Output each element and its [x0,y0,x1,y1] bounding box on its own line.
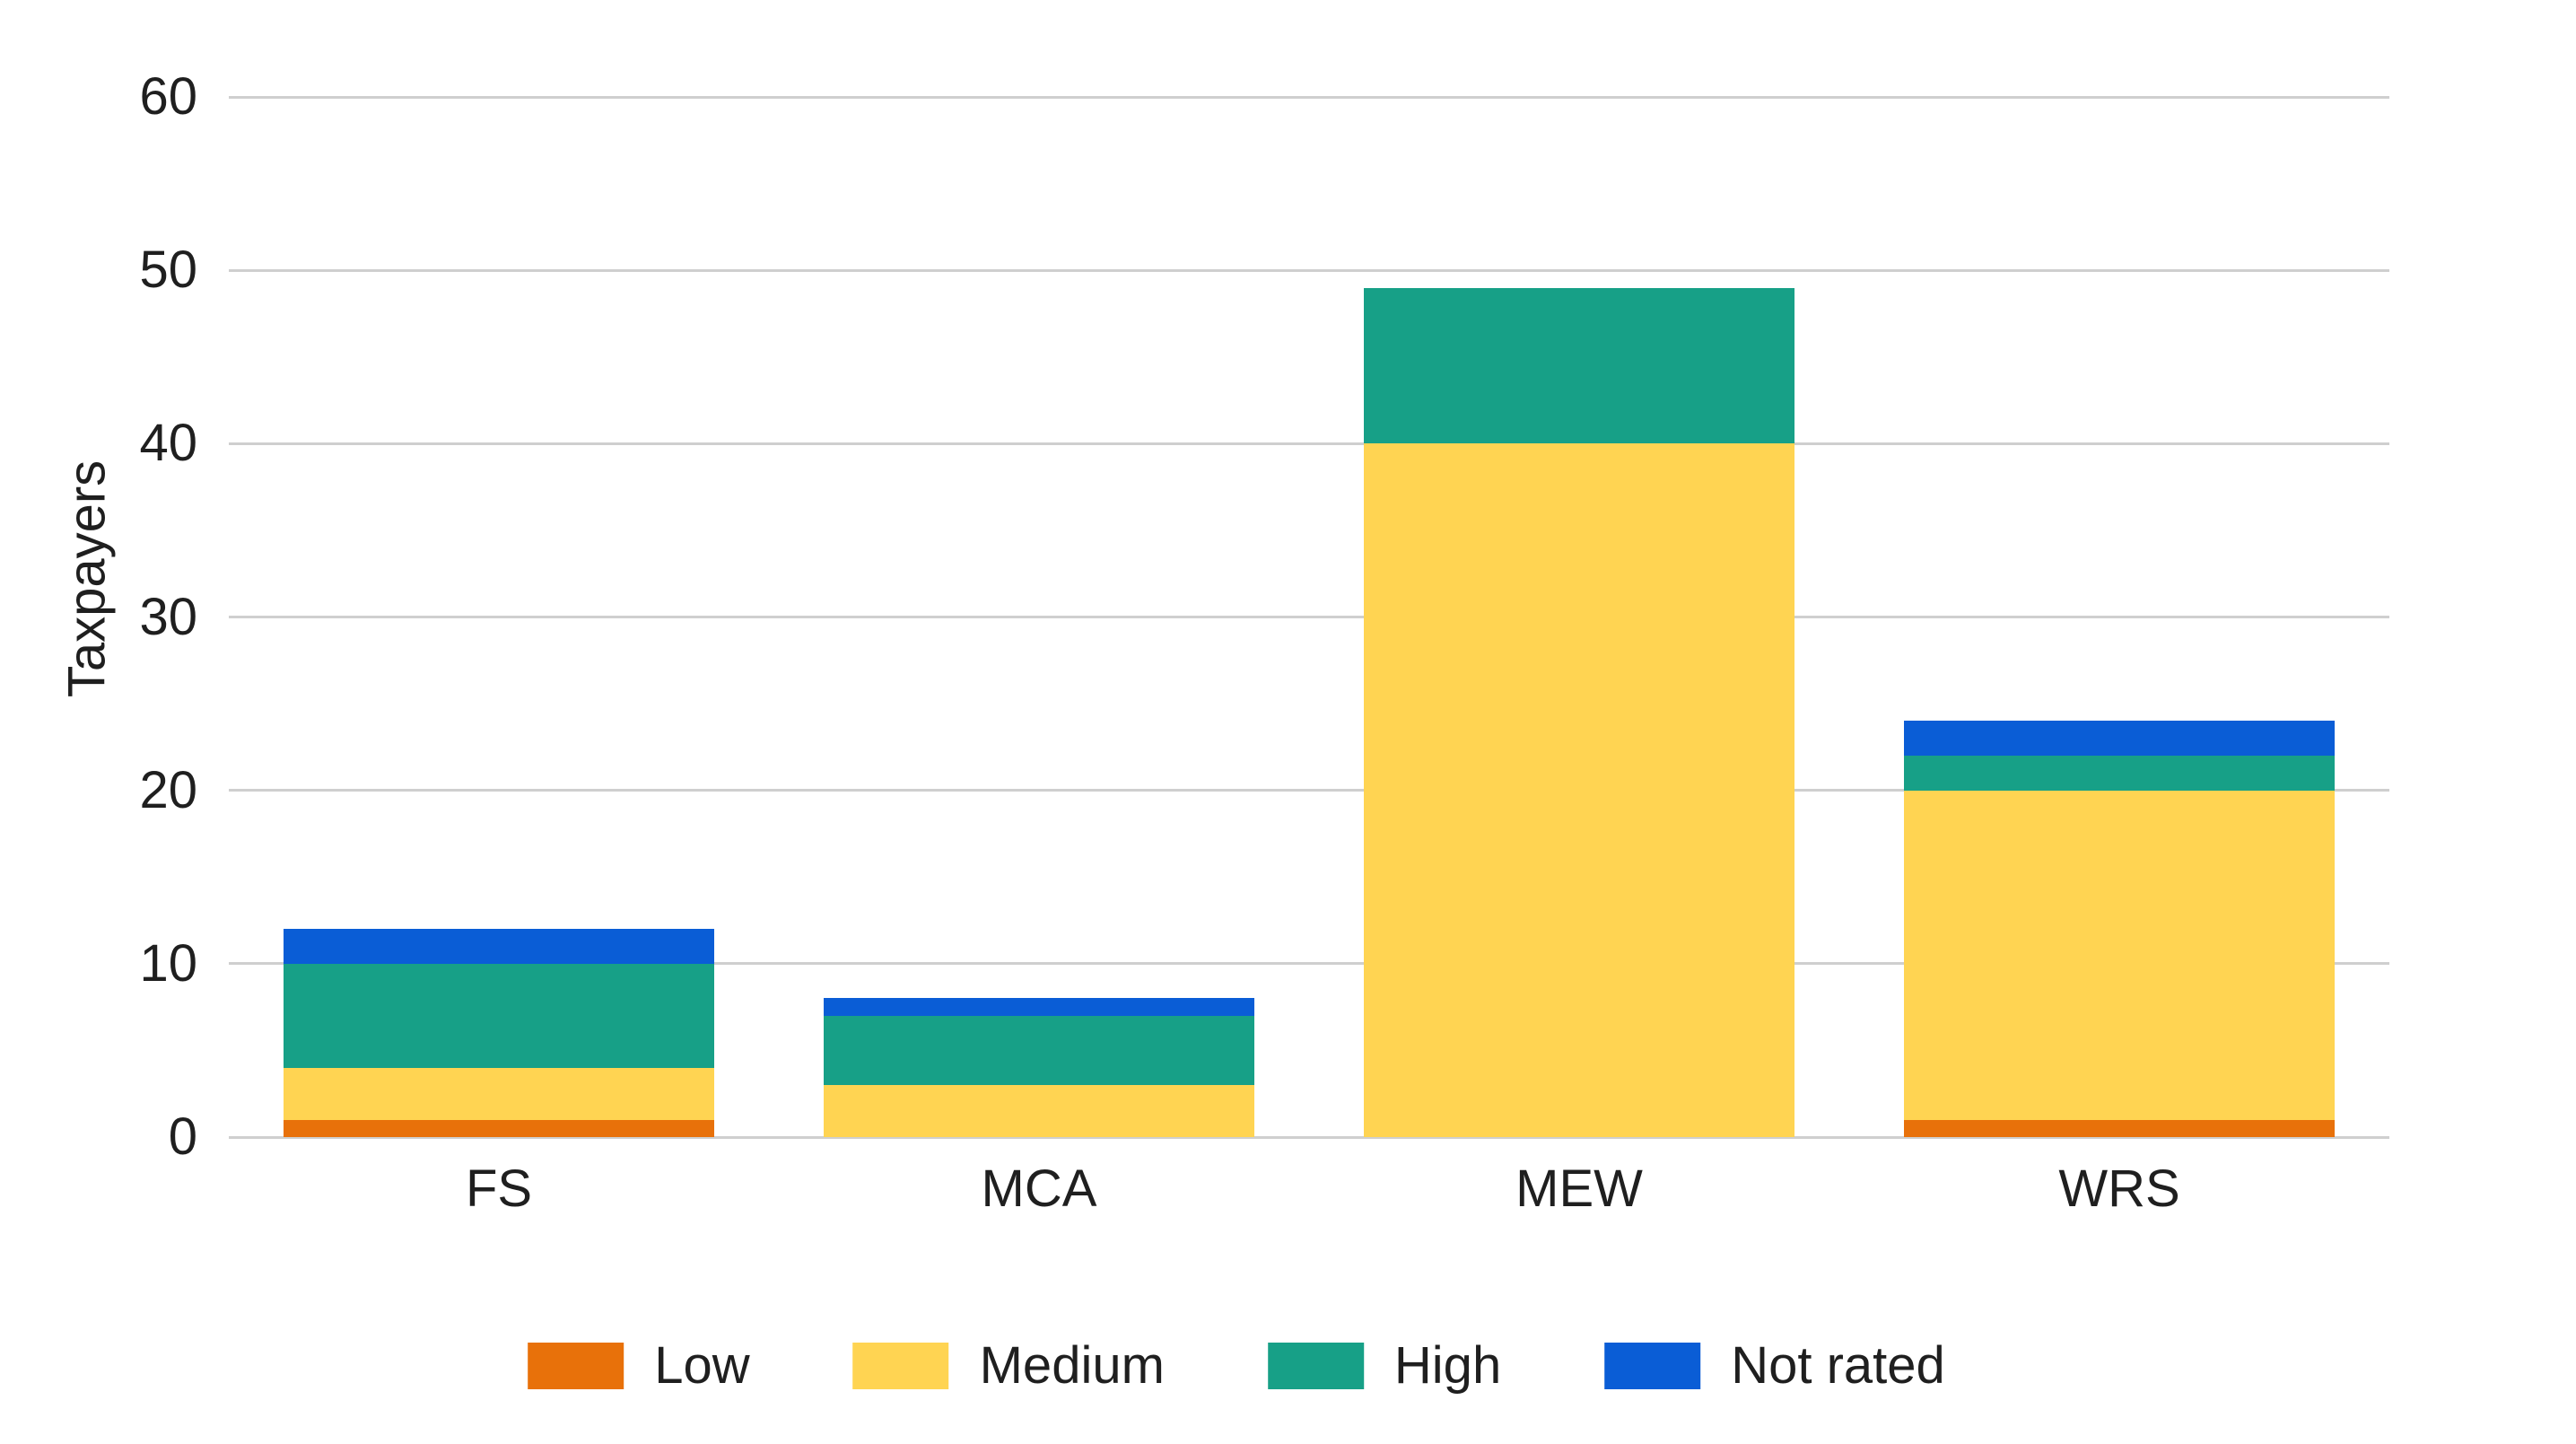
gridline-30 [229,616,2389,618]
x-tick-label-fs: FS [465,1160,533,1218]
y-tick-label-40: 40 [139,414,197,473]
bar-segment-mca-medium[interactable] [824,1085,1254,1137]
legend-item-not-rated[interactable]: Not rated [1604,1340,1945,1392]
y-tick-label-50: 50 [139,241,197,300]
bar-fs [229,97,769,1137]
gridline-20 [229,789,2389,792]
legend-swatch-medium [852,1343,949,1389]
bar-segment-wrs-medium[interactable] [1904,790,2335,1120]
bar-segment-fs-high[interactable] [284,963,714,1068]
x-tick-label-mew: MEW [1515,1160,1643,1218]
bar-segment-mew-high[interactable] [1364,287,1794,444]
bar-wrs [1849,97,2389,1137]
bar-stack-wrs [1904,721,2335,1137]
legend: Low Medium High Not rated [528,1340,1945,1392]
plot-area [229,95,2389,1139]
bar-segment-fs-not-rated[interactable] [284,929,714,964]
x-tick-label-mca: MCA [981,1160,1097,1218]
bar-mew [1309,97,1849,1137]
y-tick-label-60: 60 [139,67,197,126]
legend-item-low[interactable]: Low [528,1336,750,1395]
legend-label-low: Low [654,1336,750,1395]
y-axis: 0 10 20 30 40 50 60 [0,71,197,1163]
bar-segment-fs-medium[interactable] [284,1067,714,1120]
bar-segment-mca-high[interactable] [824,1015,1254,1086]
gridline-50 [229,268,2389,272]
y-tick-label-20: 20 [139,760,197,819]
legend-label-not-rated: Not rated [1731,1336,1945,1395]
bar-stack-mca [824,998,1254,1137]
bar-segment-mew-medium[interactable] [1364,443,1794,1137]
bar-segment-fs-low[interactable] [284,1119,714,1137]
y-tick-label-30: 30 [139,587,197,646]
legend-item-high[interactable]: High [1267,1336,1502,1395]
bar-segment-wrs-not-rated[interactable] [1904,721,2335,757]
bar-segment-mca-not-rated[interactable] [824,998,1254,1016]
legend-swatch-high [1267,1343,1364,1389]
legend-label-high: High [1393,1336,1502,1395]
legend-item-medium[interactable]: Medium [852,1336,1165,1395]
legend-label-medium: Medium [979,1336,1165,1395]
gridline-40 [229,442,2389,445]
y-tick-label-0: 0 [168,1107,197,1166]
bar-stack-fs [284,929,714,1137]
bar-segment-wrs-high[interactable] [1904,756,2335,791]
legend-swatch-low [528,1343,624,1389]
x-tick-label-wrs: WRS [2058,1160,2180,1218]
y-tick-label-10: 10 [139,933,197,993]
gridline-0 [229,1135,2389,1139]
bar-stack-mew [1364,287,1794,1137]
bar-mca [769,97,1309,1137]
bar-segment-wrs-low[interactable] [1904,1119,2335,1137]
gridline-10 [229,962,2389,966]
legend-swatch-not-rated [1604,1343,1701,1389]
gridline-60 [229,95,2389,99]
x-axis: FS MCA MEW WRS [229,1163,2389,1235]
